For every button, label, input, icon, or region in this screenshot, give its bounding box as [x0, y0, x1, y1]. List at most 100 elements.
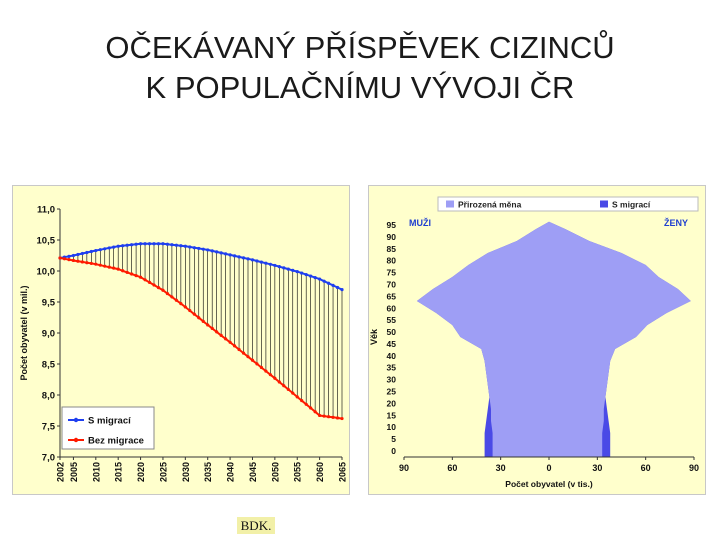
- s-migraci-point: [232, 254, 237, 258]
- pyramid-men-natural-area: [416, 221, 549, 457]
- s-migraci-point: [241, 256, 246, 260]
- bez-migrace-point: [121, 269, 125, 273]
- y-tick-label: 90: [387, 232, 397, 242]
- s-migraci-point: [107, 246, 111, 250]
- legend-label-bez-migrace: Bez migrace: [88, 436, 144, 447]
- bez-migrace-point: [318, 413, 322, 418]
- x-axis-label: Počet obyvatel (v tis.): [505, 479, 593, 489]
- bez-migrace-point: [309, 406, 313, 410]
- bez-migrace-point: [161, 288, 165, 292]
- bez-migrace-point: [215, 330, 219, 334]
- y-tick-label: 50: [387, 327, 397, 337]
- bez-migrace-point: [304, 402, 308, 406]
- s-migraci-point: [322, 279, 326, 283]
- legend-label-s-migraci: S migrací: [88, 416, 131, 427]
- bez-migrace-point: [335, 416, 340, 420]
- s-migraci-point: [125, 243, 129, 247]
- bez-migrace-point: [326, 415, 331, 419]
- bez-migrace-point: [259, 365, 264, 370]
- s-migraci-point: [237, 255, 241, 259]
- s-migraci-point: [246, 257, 250, 261]
- legend-swatch-natural: [446, 200, 454, 208]
- s-migraci-point: [219, 251, 223, 255]
- x-tick-label: 90: [399, 463, 409, 473]
- s-migraci-point: [331, 283, 335, 287]
- y-tick-label: 25: [387, 387, 397, 397]
- s-migraci-point: [67, 254, 71, 258]
- bez-migrace-point: [250, 358, 255, 362]
- x-tick-label: 30: [496, 463, 506, 473]
- y-tick-label: 80: [387, 256, 397, 266]
- bez-migrace-point: [125, 270, 129, 274]
- x-tick-label: 2035: [203, 462, 213, 482]
- s-migraci-line: [59, 242, 343, 291]
- y-tick-label: 55: [387, 315, 397, 325]
- s-migraci-point: [291, 268, 295, 272]
- s-migraci-point: [224, 252, 228, 256]
- s-migraci-point: [309, 274, 313, 278]
- legend-box: [437, 196, 699, 212]
- s-migraci-point: [259, 260, 264, 264]
- s-migraci-point: [170, 243, 174, 247]
- s-migraci-point: [103, 247, 107, 251]
- s-migraci-point: [295, 270, 299, 274]
- population-pyramid-chart: Přirozená měna S migrací MUŽI ŽENY Věk P…: [368, 185, 706, 495]
- x-tick-label: 90: [689, 463, 699, 473]
- bez-migrace-point: [174, 298, 178, 302]
- y-tick-label: 95: [387, 220, 397, 230]
- y-tick-label: 75: [387, 268, 397, 278]
- left-side-label: MUŽI: [409, 217, 431, 228]
- bez-migrace-point: [89, 261, 93, 266]
- y-tick-label: 40: [387, 351, 397, 361]
- s-migraci-point: [71, 253, 76, 258]
- bez-migrace-point: [255, 362, 259, 366]
- bez-migrace-point: [112, 266, 116, 270]
- bez-migrace-point: [241, 351, 246, 355]
- s-migraci-point: [116, 244, 120, 248]
- s-migraci-point: [250, 258, 255, 262]
- bez-migrace-point: [98, 263, 102, 267]
- bez-migrace-point: [232, 344, 237, 348]
- s-migraci-point: [179, 244, 183, 248]
- y-tick-label: 35: [387, 363, 397, 373]
- s-migraci-point: [183, 244, 187, 248]
- right-side-label: ŽENY: [664, 217, 688, 228]
- bez-migrace-point: [300, 398, 304, 403]
- legend-box: [61, 406, 155, 450]
- s-migraci-point: [286, 267, 290, 271]
- bez-migrace-point: [170, 295, 174, 299]
- bez-migrace-point: [188, 308, 192, 313]
- pyramid-shapes: [416, 221, 691, 457]
- s-migraci-point: [80, 251, 84, 256]
- bez-migrace-point: [107, 265, 111, 269]
- s-migraci-point: [210, 249, 214, 253]
- x-tick-label: 2020: [136, 462, 146, 482]
- y-tick-label: 45: [387, 339, 397, 349]
- bez-migrace-point: [80, 260, 84, 264]
- bez-migrace-point: [147, 280, 152, 285]
- s-migraci-point: [326, 281, 331, 285]
- bez-migrace-point: [165, 291, 170, 296]
- bez-migrace-point: [197, 316, 201, 320]
- s-migraci-point: [282, 266, 286, 270]
- x-tick-label: 2050: [270, 462, 280, 482]
- legend-marker-bez-migrace: [73, 437, 79, 443]
- bez-migrace-point: [130, 272, 134, 276]
- bez-migrace-point: [273, 376, 277, 380]
- bez-migrace-point: [295, 395, 299, 399]
- s-migraci-point: [197, 246, 201, 251]
- bez-migrace-point: [201, 319, 205, 323]
- bez-migrace-point: [192, 312, 196, 316]
- x-tick-label: 2015: [114, 462, 124, 482]
- axes: 90 60 30 0 30 60 90959085807570656055504540353…: [387, 220, 699, 473]
- bez-migrace-point: [268, 373, 272, 377]
- bez-migrace-point: [76, 259, 80, 263]
- y-tick-label: 8,5: [42, 360, 56, 371]
- s-migraci-point: [318, 277, 322, 281]
- s-migraci-point: [130, 243, 134, 247]
- bez-migrace-point: [85, 261, 89, 265]
- bez-migrace-point: [71, 258, 76, 263]
- s-migraci-point: [152, 242, 156, 246]
- bez-migrace-point: [94, 262, 98, 266]
